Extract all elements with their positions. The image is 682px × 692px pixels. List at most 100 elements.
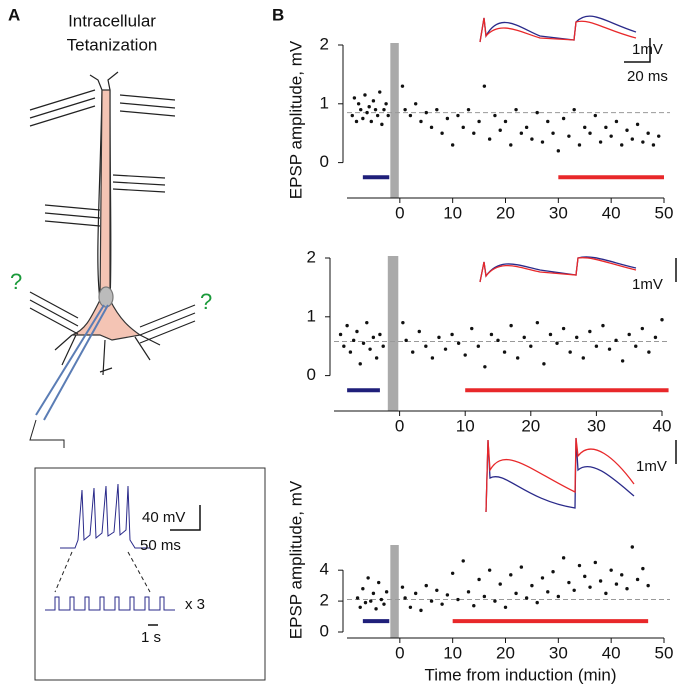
data-point — [355, 329, 359, 334]
data-point — [583, 574, 587, 579]
data-point — [647, 350, 651, 354]
data-point — [363, 600, 368, 605]
data-point — [382, 107, 386, 112]
data-point — [483, 365, 487, 369]
x-tick-label: 0 — [395, 643, 404, 662]
data-point — [556, 149, 561, 153]
data-point — [373, 107, 378, 112]
data-point — [546, 590, 550, 594]
data-point — [378, 332, 382, 337]
train-trace — [45, 596, 175, 611]
data-point — [509, 143, 513, 147]
data-point — [445, 593, 450, 597]
data-point — [524, 596, 529, 600]
data-point — [572, 588, 576, 592]
data-point — [535, 110, 539, 115]
data-point — [355, 596, 360, 600]
data-point — [386, 113, 390, 118]
y-axis-label: EPSP amplitude, mV — [286, 40, 305, 199]
y-tick-label: 0 — [320, 152, 329, 171]
data-point — [567, 580, 571, 585]
data-point — [522, 335, 526, 340]
data-point — [400, 84, 405, 88]
data-point — [514, 107, 518, 112]
data-point — [594, 344, 599, 348]
data-point — [604, 591, 608, 596]
data-point — [535, 320, 540, 325]
data-point — [472, 131, 476, 135]
inset-box — [34, 467, 266, 681]
y-tick-label: 1 — [320, 93, 329, 112]
data-point — [440, 131, 444, 135]
data-point — [496, 338, 500, 343]
data-point — [365, 320, 369, 325]
data-point — [593, 113, 598, 118]
connector — [29, 419, 65, 448]
data-point — [375, 113, 380, 118]
data-point — [419, 119, 423, 124]
data-point — [384, 590, 389, 594]
y-tick-label: 2 — [307, 247, 316, 266]
x-tick-label: 40 — [602, 203, 621, 222]
data-point — [625, 587, 629, 591]
data-point — [371, 99, 376, 103]
data-point — [359, 107, 363, 112]
data-point — [568, 350, 572, 354]
data-point — [540, 140, 545, 144]
data-point — [519, 565, 524, 569]
data-point — [443, 347, 448, 351]
induction-bar — [390, 43, 399, 198]
data-point — [653, 335, 658, 340]
data-point — [598, 140, 603, 144]
data-point — [466, 590, 471, 594]
data-point — [482, 84, 487, 88]
data-point — [356, 102, 361, 106]
data-point — [367, 105, 371, 109]
data-point — [461, 125, 465, 130]
data-point — [350, 113, 354, 118]
panel-letter: B — [272, 5, 284, 24]
data-point — [461, 559, 465, 563]
induction-bar — [390, 545, 399, 638]
data-point — [424, 583, 428, 588]
data-point — [542, 362, 546, 366]
data-point — [487, 137, 492, 141]
x-tick-label: 40 — [602, 643, 621, 662]
data-point — [614, 119, 619, 124]
x-axis-label: Time from induction (min) — [424, 665, 616, 684]
data-point — [583, 125, 587, 130]
data-point — [404, 338, 408, 343]
data-point — [641, 566, 645, 571]
data-point — [555, 341, 559, 345]
x-tick-label: 10 — [443, 203, 462, 222]
data-point — [411, 350, 415, 354]
data-point — [450, 332, 454, 337]
data-point — [374, 607, 378, 611]
data-point — [456, 113, 460, 118]
data-point — [651, 143, 656, 147]
data-point — [358, 605, 362, 609]
data-point — [519, 131, 524, 135]
data-point — [381, 344, 385, 348]
data-point — [379, 597, 384, 602]
data-point — [419, 608, 423, 613]
data-point — [345, 323, 349, 328]
data-point — [358, 362, 362, 366]
data-point — [487, 568, 492, 572]
data-point — [413, 591, 418, 596]
scale-label: 1mV — [632, 41, 663, 58]
data-point — [509, 573, 513, 577]
data-point — [581, 356, 585, 360]
data-point — [561, 116, 566, 121]
data-point — [515, 356, 520, 360]
data-point — [352, 96, 357, 100]
data-point — [429, 599, 434, 603]
data-point — [635, 122, 640, 127]
data-point — [408, 113, 413, 118]
data-point — [401, 320, 405, 325]
data-point — [424, 110, 428, 115]
question-mark: ? — [10, 269, 22, 294]
scale-label: 40 mV — [142, 509, 185, 526]
data-point — [371, 591, 376, 596]
data-point — [456, 341, 461, 345]
